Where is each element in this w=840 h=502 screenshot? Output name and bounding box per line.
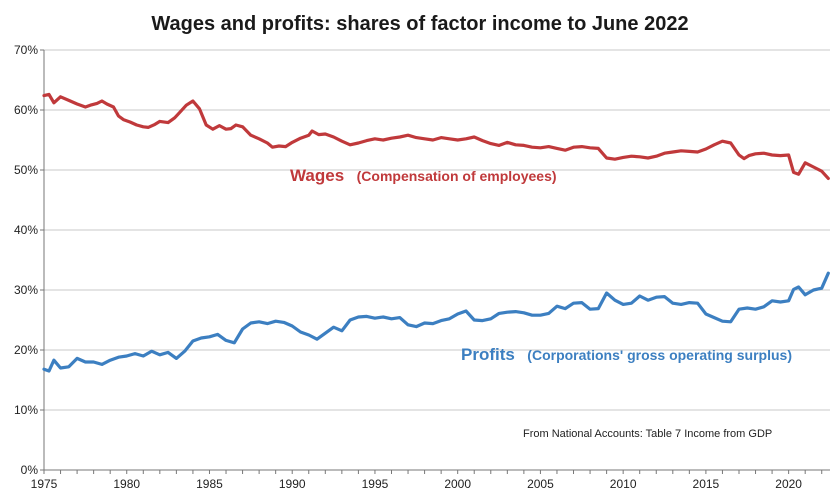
x-tick-label: 1980	[113, 477, 140, 491]
wages-series-description: (Compensation of employees)	[357, 168, 557, 184]
y-tick-label: 10%	[14, 403, 38, 417]
x-tick-label: 2015	[693, 477, 720, 491]
profits-series-line	[42, 271, 830, 373]
x-tick-label: 2010	[610, 477, 637, 491]
chart-title: Wages and profits: shares of factor inco…	[151, 13, 688, 35]
x-tick-label: 1975	[31, 477, 58, 491]
series-lines	[42, 92, 830, 373]
wages-label: Wages (Compensation of employees)	[290, 166, 557, 185]
y-tick-label: 20%	[14, 343, 38, 357]
source-note: From National Accounts: Table 7 Income f…	[523, 428, 772, 440]
gridlines	[44, 49, 830, 471]
y-tick-label: 0%	[21, 463, 39, 477]
y-tick-label: 60%	[14, 103, 38, 117]
y-tick-label: 50%	[14, 163, 38, 177]
x-tick-label: 2020	[775, 477, 802, 491]
x-tick-label: 1990	[279, 477, 306, 491]
y-tick-label: 40%	[14, 223, 38, 237]
x-tick-label: 1985	[196, 477, 223, 491]
y-tick-label: 30%	[14, 283, 38, 297]
profits-series-description: (Corporations' gross operating surplus)	[527, 347, 792, 363]
x-tick-label: 1995	[362, 477, 389, 491]
profits-label: Profits (Corporations' gross operating s…	[461, 345, 792, 364]
profits-series-name: Profits	[461, 345, 515, 364]
x-tick-label: 2005	[527, 477, 554, 491]
x-tick-label: 2000	[444, 477, 471, 491]
y-tick-label: 70%	[14, 43, 38, 57]
wages-series-name: Wages	[290, 166, 344, 185]
x-axis: 1975 1980 1985 1990 1995 2000 2005 2010 2015 2020	[31, 469, 830, 491]
y-axis: 0% 10% 20% 30% 40% 50% 60% 70%	[14, 43, 45, 477]
wages-series-line	[42, 92, 830, 180]
